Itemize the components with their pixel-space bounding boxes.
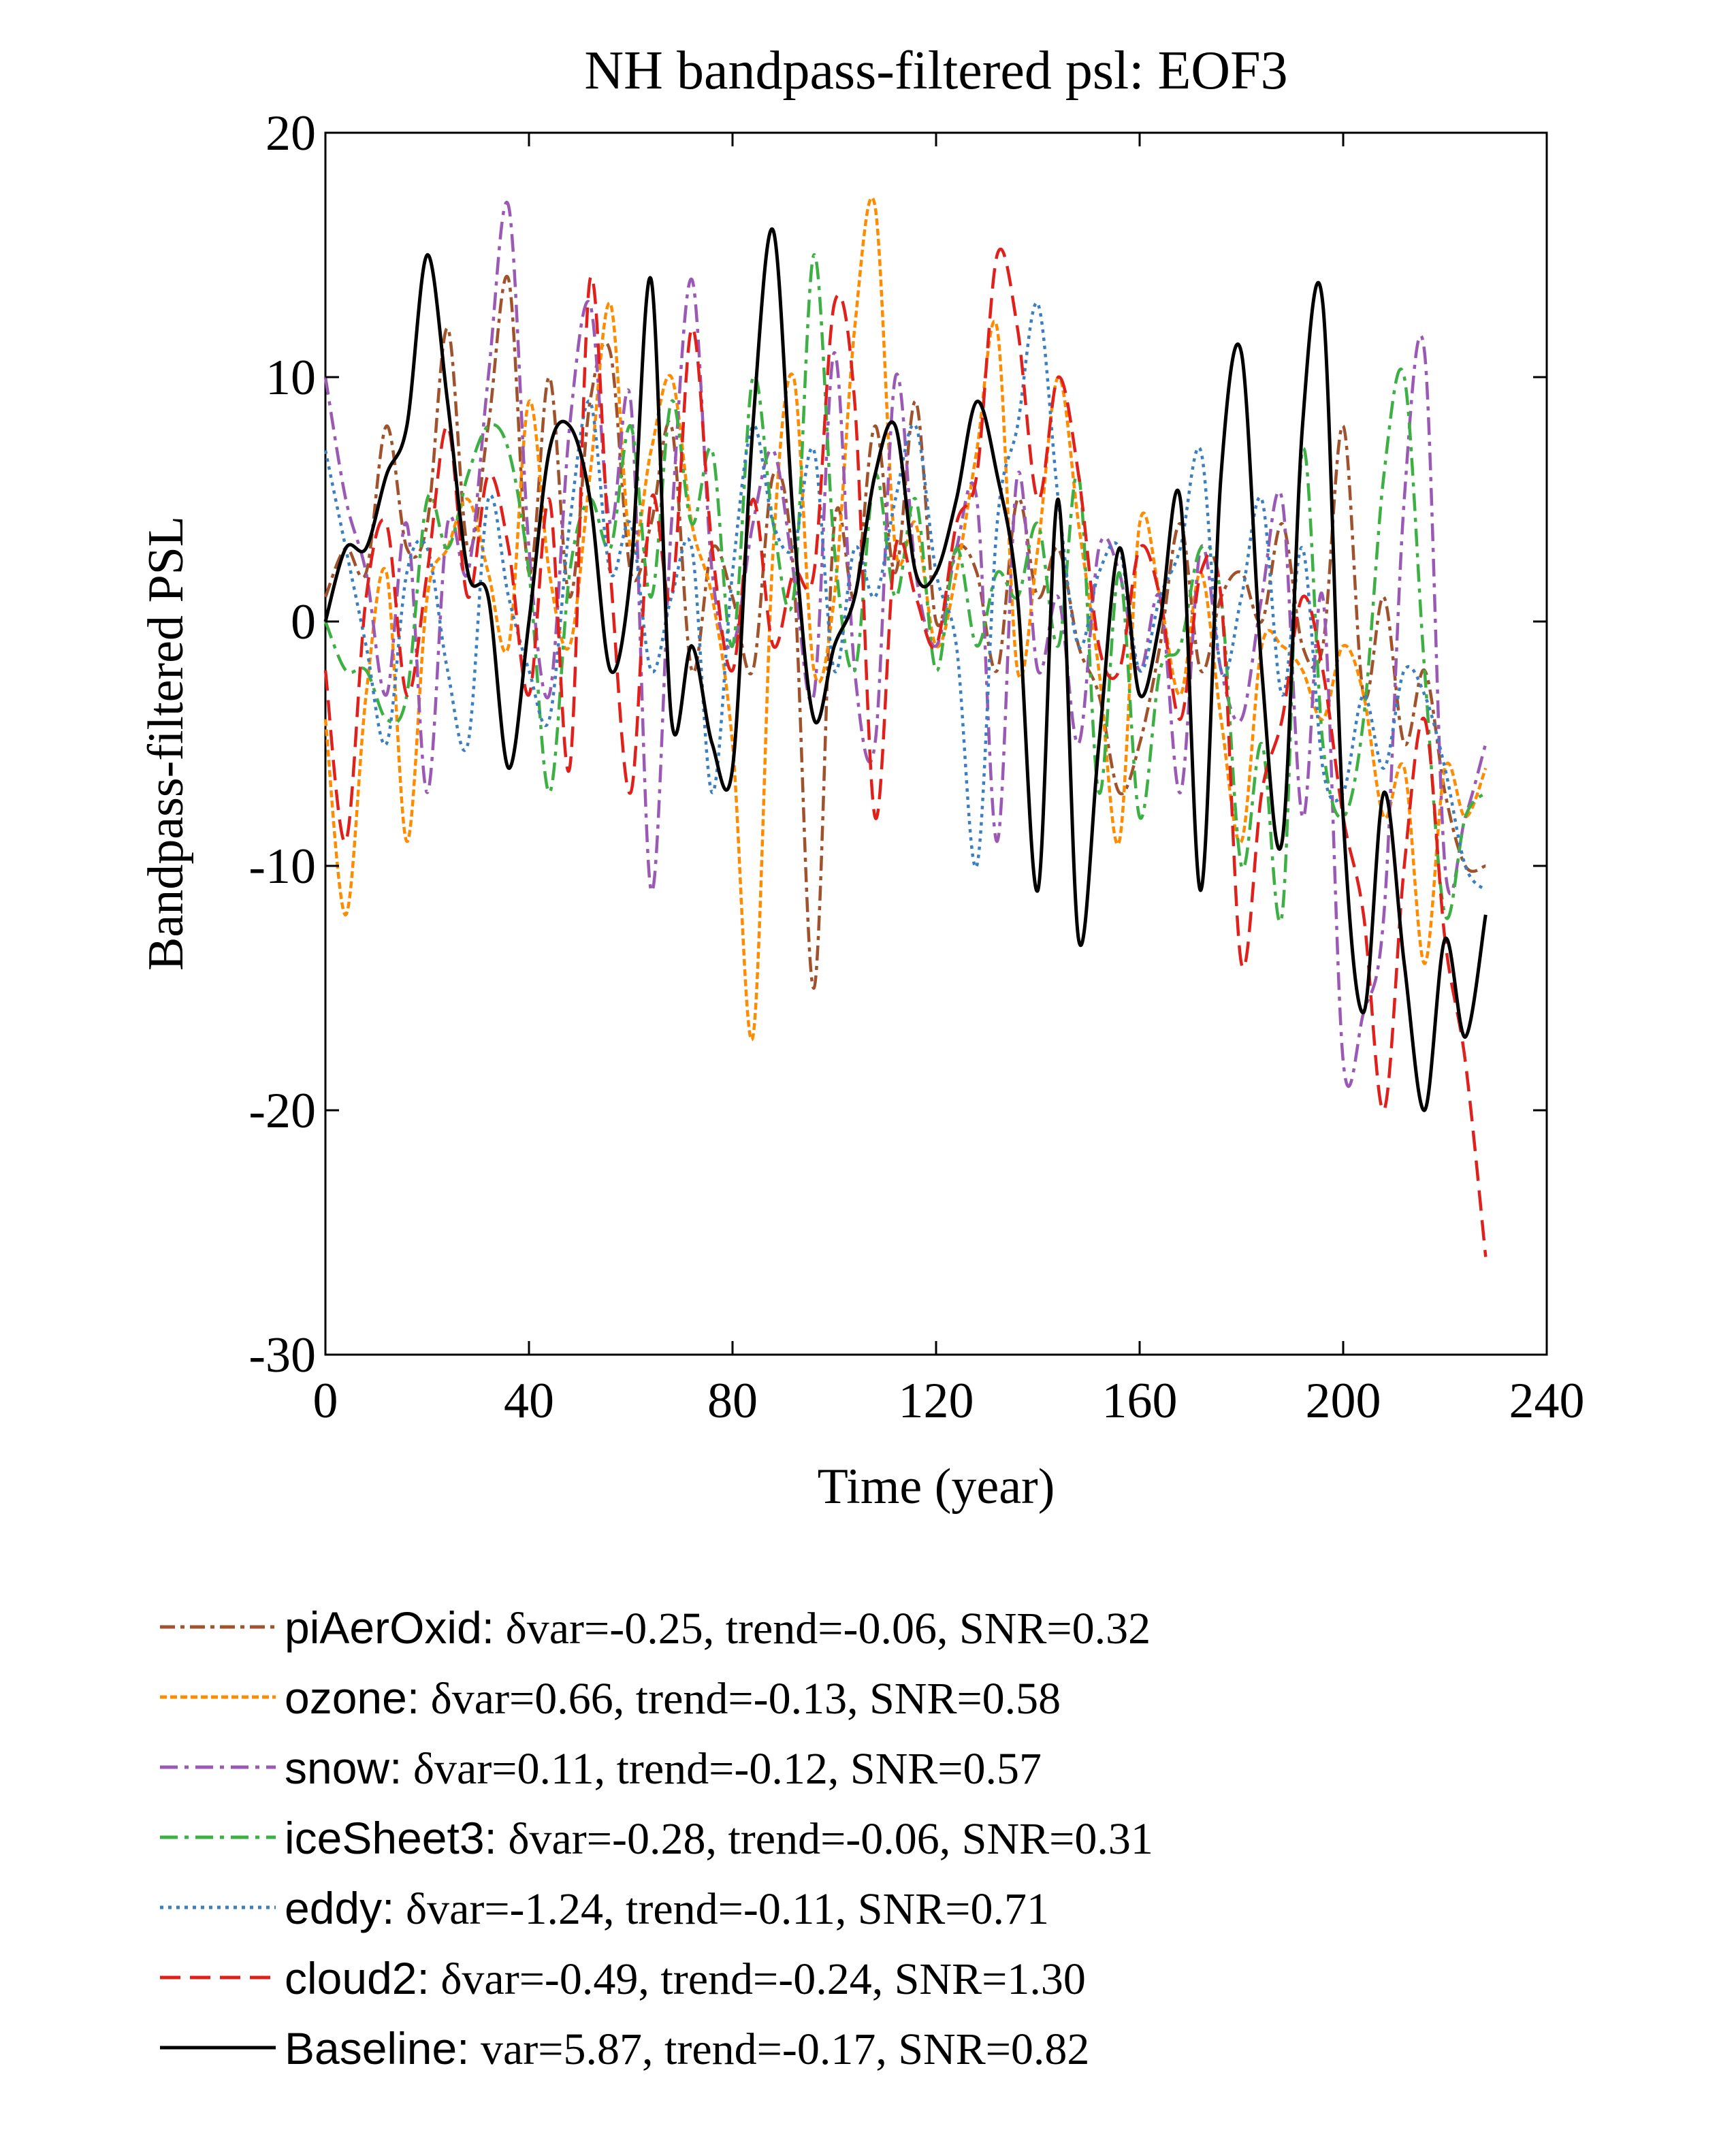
legend-series-stats: δvar=0.66, trend=-0.13, SNR=0.58	[419, 1674, 1061, 1724]
legend-series-stats: δvar=-0.25, trend=-0.06, SNR=0.32	[494, 1604, 1151, 1653]
series-line-snow	[323, 200, 1488, 1088]
legend-series-name: Baseline:	[285, 2023, 470, 2073]
legend-series-name: cloud2:	[285, 1953, 430, 2003]
legend-entry-Baseline: Baseline: var=5.87, trend=-0.17, SNR=0.8…	[285, 2023, 1089, 2074]
series-line-cloud2	[323, 247, 1488, 1257]
chart-title: NH bandpass-filtered psl: EOF3	[584, 41, 1287, 101]
y-tick-label: 20	[266, 106, 316, 161]
x-tick-label: 120	[899, 1373, 974, 1429]
y-tick-label: -30	[248, 1327, 316, 1383]
axis-layer: 0 40 80 120 160 200 240 20 10 0 -10 -20 -30	[248, 106, 1584, 1429]
x-axis-label: Time (year)	[818, 1459, 1055, 1515]
legend-entry-piAerOxid: piAerOxid: δvar=-0.25, trend=-0.06, SNR=…	[285, 1602, 1151, 1653]
y-tick-label: -20	[248, 1083, 316, 1139]
series-layer	[323, 196, 1488, 1257]
legend-series-name: snow:	[285, 1743, 402, 1793]
legend-entry-ozone: ozone: δvar=0.66, trend=-0.13, SNR=0.58	[285, 1673, 1061, 1724]
y-axis-label: Bandpass-filtered PSL	[138, 516, 194, 971]
x-tick-label: 40	[504, 1373, 554, 1429]
legend: piAerOxid: δvar=-0.25, trend=-0.06, SNR=…	[160, 1602, 1153, 2074]
legend-series-name: eddy:	[285, 1883, 394, 1933]
legend-entry-cloud2: cloud2: δvar=-0.49, trend=-0.24, SNR=1.3…	[285, 1953, 1086, 2004]
x-tick-label: 80	[707, 1373, 758, 1429]
legend-entry-eddy: eddy: δvar=-1.24, trend=-0.11, SNR=0.71	[285, 1883, 1049, 1934]
series-line-ozone	[323, 196, 1488, 1042]
legend-series-name: iceSheet3:	[285, 1813, 497, 1863]
legend-series-stats: δvar=-0.28, trend=-0.06, SNR=0.31	[497, 1814, 1153, 1864]
x-tick-label: 200	[1306, 1373, 1381, 1429]
y-tick-label: 10	[266, 350, 316, 406]
legend-series-stats: var=5.87, trend=-0.17, SNR=0.82	[470, 2024, 1090, 2074]
plot-area-frame	[324, 131, 1548, 1356]
legend-series-name: ozone:	[285, 1673, 419, 1723]
series-line-eddy	[323, 301, 1488, 892]
legend-entry-snow: snow: δvar=0.11, trend=-0.12, SNR=0.57	[285, 1743, 1042, 1794]
series-line-Baseline	[323, 227, 1488, 1112]
x-tick-label: 240	[1509, 1373, 1585, 1429]
x-tick-label: 0	[313, 1373, 338, 1429]
series-line-iceSheet3	[323, 253, 1488, 924]
x-tick-label: 160	[1102, 1373, 1178, 1429]
y-tick-label: -10	[248, 839, 316, 894]
legend-series-name: piAerOxid:	[285, 1602, 494, 1653]
legend-series-stats: δvar=-0.49, trend=-0.24, SNR=1.30	[430, 1954, 1086, 2004]
y-tick-label: 0	[291, 594, 316, 650]
legend-series-stats: δvar=0.11, trend=-0.12, SNR=0.57	[402, 1744, 1042, 1794]
legend-series-stats: δvar=-1.24, trend=-0.11, SNR=0.71	[394, 1884, 1049, 1934]
legend-entry-iceSheet3: iceSheet3: δvar=-0.28, trend=-0.06, SNR=…	[285, 1813, 1153, 1864]
